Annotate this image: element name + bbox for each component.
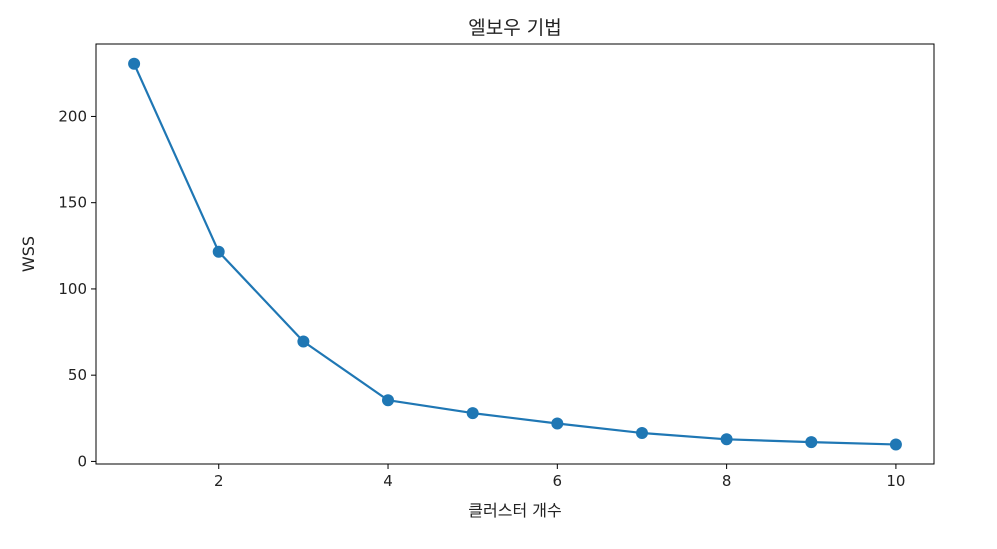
y-tick-label: 150 xyxy=(58,194,87,212)
data-point xyxy=(466,407,479,420)
x-tick-label: 10 xyxy=(886,472,905,490)
data-point xyxy=(636,427,648,439)
x-tick-label: 2 xyxy=(214,472,224,490)
y-tick-label: 0 xyxy=(77,452,87,470)
series-layer xyxy=(128,57,902,451)
x-tick-label: 8 xyxy=(722,472,732,490)
x-axis-title: 클러스터 개수 xyxy=(468,501,561,520)
y-tick-label: 100 xyxy=(58,280,87,298)
data-point xyxy=(805,436,818,449)
y-axis-ticks: 0 50 100 150 200 xyxy=(58,107,96,470)
data-point xyxy=(382,394,394,407)
y-axis-title: WSS xyxy=(19,236,38,272)
data-point xyxy=(720,433,733,446)
data-point xyxy=(889,438,902,451)
plot-area xyxy=(95,43,935,465)
y-tick-label: 200 xyxy=(58,107,87,125)
data-point xyxy=(297,335,310,348)
plot-frame xyxy=(95,43,935,465)
series-line xyxy=(133,62,898,446)
data-point xyxy=(212,245,225,258)
data-point xyxy=(128,57,141,70)
y-tick-label: 50 xyxy=(68,366,87,384)
x-tick-label: 6 xyxy=(553,472,563,490)
data-point xyxy=(551,417,564,430)
x-tick-label: 4 xyxy=(383,472,393,490)
chart-title: 엘보우 기법 xyxy=(468,17,561,39)
x-axis-ticks: 2 4 6 8 10 xyxy=(214,464,905,490)
